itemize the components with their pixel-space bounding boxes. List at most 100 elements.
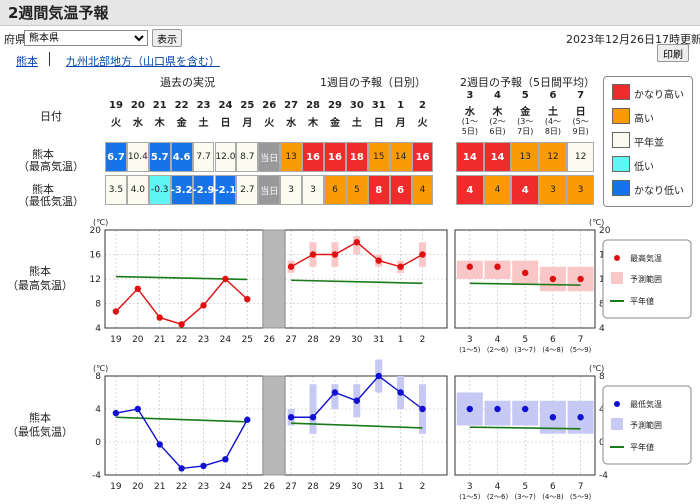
x-tick-label: 28 [307,482,319,492]
day-weekday: 月 [395,118,406,129]
x-tick-label: 19 [110,482,122,492]
x-tick-label: 25 [242,335,253,345]
normal-line-week1 [291,422,423,429]
x-tick-label: 24 [220,482,232,492]
legend-range-label: 予測範囲 [630,274,662,284]
y-tick-label: 20 [90,226,102,236]
link-kumamoto[interactable]: 熊本 [16,55,38,68]
x-tick-label: 19 [110,335,122,345]
x-tick-label: 5 [522,482,528,492]
pref-select[interactable]: 熊本県 [24,30,148,46]
panel-frame [454,375,596,476]
x-tick-label: 27 [285,482,296,492]
week2-range-start: (2〜 [489,117,506,126]
forecast-point [375,257,382,264]
y-tick-label: 12 [90,275,101,285]
graph-row-city: 熊本 [29,264,51,278]
normal-line-week2 [469,282,581,286]
x-tick-label: 4 [495,335,501,345]
min-temp-cell: -0.3 [148,175,171,205]
unit-label-right: (℃) [589,364,604,373]
x-tick-label: 6 [550,335,556,345]
legend-swatch-low [612,156,630,172]
observed-point [134,285,141,292]
week2-forecast-point [494,263,501,270]
x-tick-label: 27 [285,335,296,345]
week2-weekday: 日 [575,107,586,118]
max-temp-cell: 5.7 [148,142,171,172]
y-tick-label: 16 [90,251,102,261]
title-bar: 2週間気温予報 [0,0,700,26]
week2-min-cell: 4 [456,175,484,205]
forecast-point [397,263,404,270]
forecast-range-bar [331,384,339,409]
graph-row-city: 熊本 [29,411,51,425]
legend-low: 低い [634,162,654,173]
y-tick-label: -4 [92,471,101,481]
panel-frame [104,375,264,476]
observed-point [134,405,141,413]
min-temp-cell: -2.1 [214,175,237,205]
y-tick-label: 8 [95,300,101,310]
week2-max-cell: 14 [456,142,484,172]
x-tick-label: 7 [578,482,584,492]
day-weekday: 金 [329,118,340,129]
x-range-label: (5〜9) [570,493,592,501]
x-tick-label: 21 [154,482,165,492]
week2-forecast-point [549,275,557,283]
day-number: 23 [196,100,211,111]
week2-range-start: (4〜 [544,117,562,126]
show-button[interactable]: 表示 [152,29,182,47]
min-temp-cell: 当日 [258,175,281,205]
row-label-min-city: 熊本 [32,183,54,196]
week2-weekday: 水 [464,107,475,118]
week2-forecast-point [466,405,473,413]
day-number: 1 [397,100,405,111]
day-number: 22 [174,100,189,111]
max-temp-cell: 16 [302,142,324,172]
week2-forecast-point [577,414,584,421]
x-range-label: (2〜6) [487,346,509,354]
y-tick-label-right: 8 [599,372,605,382]
x-tick-label: 23 [198,335,209,345]
max-temp-cell: 10.4 [126,142,149,172]
observed-point [156,441,163,448]
legend-swatch-very-high [612,84,630,100]
day-weekday: 木 [154,118,165,129]
graph-row-kind: （最高気温） [7,278,73,292]
link-kyushu-north[interactable]: 九州北部地方（山口県を含む） [66,55,220,68]
week2-range-end: 6日) [489,127,506,136]
max-temp-cell: 12.0 [214,142,237,172]
x-tick-label: 1 [398,335,404,345]
y-tick-label: 0 [95,438,101,448]
day-number: 30 [349,100,364,111]
max-temp-cell: 7.7 [192,142,215,172]
legend-normal-label: 平年値 [630,296,654,306]
x-tick-label: 2 [420,482,426,492]
forecast-point [331,251,339,258]
week2-forecast-point [522,269,529,277]
day-number: 28 [306,100,320,111]
unit-label-right: (℃) [589,218,604,227]
x-tick-label: 24 [220,335,232,345]
legend-series-label: 最低気温 [630,399,662,409]
y-tick-label-right: -4 [599,471,608,481]
graph-legend-box [602,385,692,465]
observed-point [244,296,251,303]
forecast-point [331,389,339,396]
min-temp-cell: 4 [411,175,434,205]
legend-high: 高い [634,114,654,125]
day-weekday: 日 [220,118,231,129]
min-temp-cell: 8 [367,175,390,205]
graph-row-kind: （最低気温） [7,425,73,439]
y-tick-label: 4 [95,405,101,415]
x-range-label: (5〜9) [570,346,592,354]
week2-day-number: 4 [494,90,502,101]
panel-frame [454,229,596,329]
min-temp-cell: 3 [302,175,324,205]
graph-legend-box [602,239,692,319]
print-button[interactable]: 印刷 [657,44,689,62]
week2-range-end: 8日) [544,127,562,136]
observed-point [222,275,229,283]
observed-point [112,308,120,315]
